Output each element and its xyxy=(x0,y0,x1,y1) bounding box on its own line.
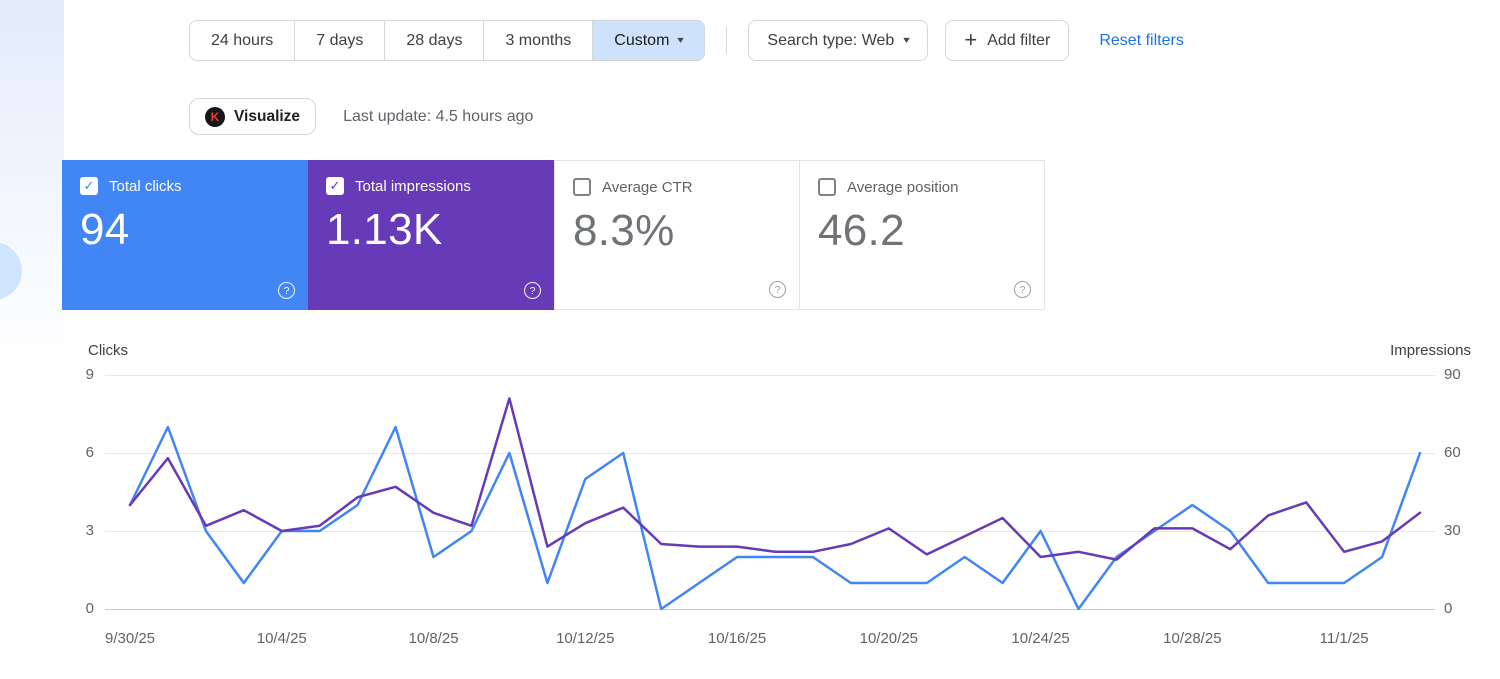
clicks-line xyxy=(128,425,1422,611)
range-28-days-button[interactable]: 28 days xyxy=(385,20,485,61)
y-axis-tick-left: 9 xyxy=(85,366,94,383)
card-header: ✓ Total clicks xyxy=(80,177,290,195)
range-custom-label: Custom xyxy=(614,31,670,49)
search-type-label: Search type: Web xyxy=(767,31,895,49)
last-update-text: Last update: 4.5 hours ago xyxy=(343,107,534,125)
x-axis-tick: 11/1/25 xyxy=(1319,630,1369,647)
card-total-impressions[interactable]: ✓ Total impressions 1.13K ? xyxy=(308,160,554,310)
right-axis-title: Impressions xyxy=(1390,342,1471,359)
x-axis-tick: 10/20/25 xyxy=(859,630,919,647)
x-axis-tick: 9/30/25 xyxy=(104,630,156,647)
y-axis-tick-right: 90 xyxy=(1444,366,1461,383)
x-axis-tick: 10/4/25 xyxy=(256,630,307,647)
metric-cards-row: ✓ Total clicks 94 ? ✓ Total impressions … xyxy=(62,160,1045,310)
chevron-down-icon: ▾ xyxy=(903,35,911,46)
card-label: Average position xyxy=(847,178,959,196)
y-axis-tick-right: 0 xyxy=(1444,600,1453,617)
help-icon[interactable]: ? xyxy=(769,281,786,298)
range-custom-button[interactable]: Custom ▾ xyxy=(593,20,706,61)
checkbox-icon[interactable] xyxy=(818,178,836,196)
reset-filters-link[interactable]: Reset filters xyxy=(1099,31,1184,49)
toolbar-divider xyxy=(726,27,728,54)
card-label: Total clicks xyxy=(109,177,182,195)
add-filter-label: Add filter xyxy=(987,31,1051,49)
range-7-days-button[interactable]: 7 days xyxy=(295,20,386,61)
card-header: ✓ Total impressions xyxy=(326,177,536,195)
y-axis-tick-left: 6 xyxy=(85,444,94,461)
keywords-everywhere-icon: K xyxy=(205,106,225,127)
help-icon[interactable]: ? xyxy=(1014,281,1031,298)
secondary-toolbar: K Visualize Last update: 4.5 hours ago xyxy=(189,98,533,135)
card-total-clicks[interactable]: ✓ Total clicks 94 ? xyxy=(62,160,308,310)
checkbox-icon[interactable]: ✓ xyxy=(326,177,344,195)
decor-bubble xyxy=(0,242,22,300)
help-icon[interactable]: ? xyxy=(278,282,295,299)
visualize-label: Visualize xyxy=(234,107,301,125)
x-axis-tick: 10/8/25 xyxy=(408,630,459,647)
card-average-position[interactable]: Average position 46.2 ? xyxy=(799,160,1045,310)
range-3-months-button[interactable]: 3 months xyxy=(484,20,594,61)
total-clicks-value: 94 xyxy=(80,205,130,254)
date-range-group: 24 hours 7 days 28 days 3 months Custom … xyxy=(189,20,706,61)
checkbox-icon[interactable] xyxy=(573,178,591,196)
help-icon[interactable]: ? xyxy=(524,282,541,299)
plus-icon: + xyxy=(964,26,978,52)
filters-toolbar: 24 hours 7 days 28 days 3 months Custom … xyxy=(189,20,1184,61)
impressions-line xyxy=(128,397,1422,561)
x-axis-tick: 10/12/25 xyxy=(556,630,615,647)
chart-canvas[interactable] xyxy=(105,372,1435,612)
x-axis-tick: 10/16/25 xyxy=(707,630,767,647)
card-label: Total impressions xyxy=(355,177,471,195)
range-24-hours-button[interactable]: 24 hours xyxy=(189,20,296,61)
card-header: Average position xyxy=(818,178,1026,196)
card-average-ctr[interactable]: Average CTR 8.3% ? xyxy=(554,160,800,310)
chevron-down-icon: ▾ xyxy=(677,35,685,46)
y-axis-tick-left: 3 xyxy=(85,522,94,539)
add-filter-button[interactable]: + Add filter xyxy=(945,20,1070,61)
performance-chart: Clicks Impressions 9 6 3 0 90 60 30 0 9/30/25 10/… xyxy=(0,330,1500,679)
y-axis-tick-right: 30 xyxy=(1444,522,1461,539)
search-type-dropdown[interactable]: Search type: Web ▾ xyxy=(748,20,929,61)
average-position-value: 46.2 xyxy=(818,206,905,255)
card-label: Average CTR xyxy=(602,178,693,196)
x-axis-tick: 10/28/25 xyxy=(1163,630,1222,647)
total-impressions-value: 1.13K xyxy=(326,205,443,254)
checkbox-icon[interactable]: ✓ xyxy=(80,177,98,195)
visualize-button[interactable]: K Visualize xyxy=(189,98,317,135)
average-ctr-value: 8.3% xyxy=(573,206,675,255)
card-header: Average CTR xyxy=(573,178,781,196)
y-axis-tick-left: 0 xyxy=(85,600,94,617)
y-axis-tick-right: 60 xyxy=(1444,444,1461,461)
left-axis-title: Clicks xyxy=(88,342,128,359)
x-axis-tick: 10/24/25 xyxy=(1011,630,1070,647)
